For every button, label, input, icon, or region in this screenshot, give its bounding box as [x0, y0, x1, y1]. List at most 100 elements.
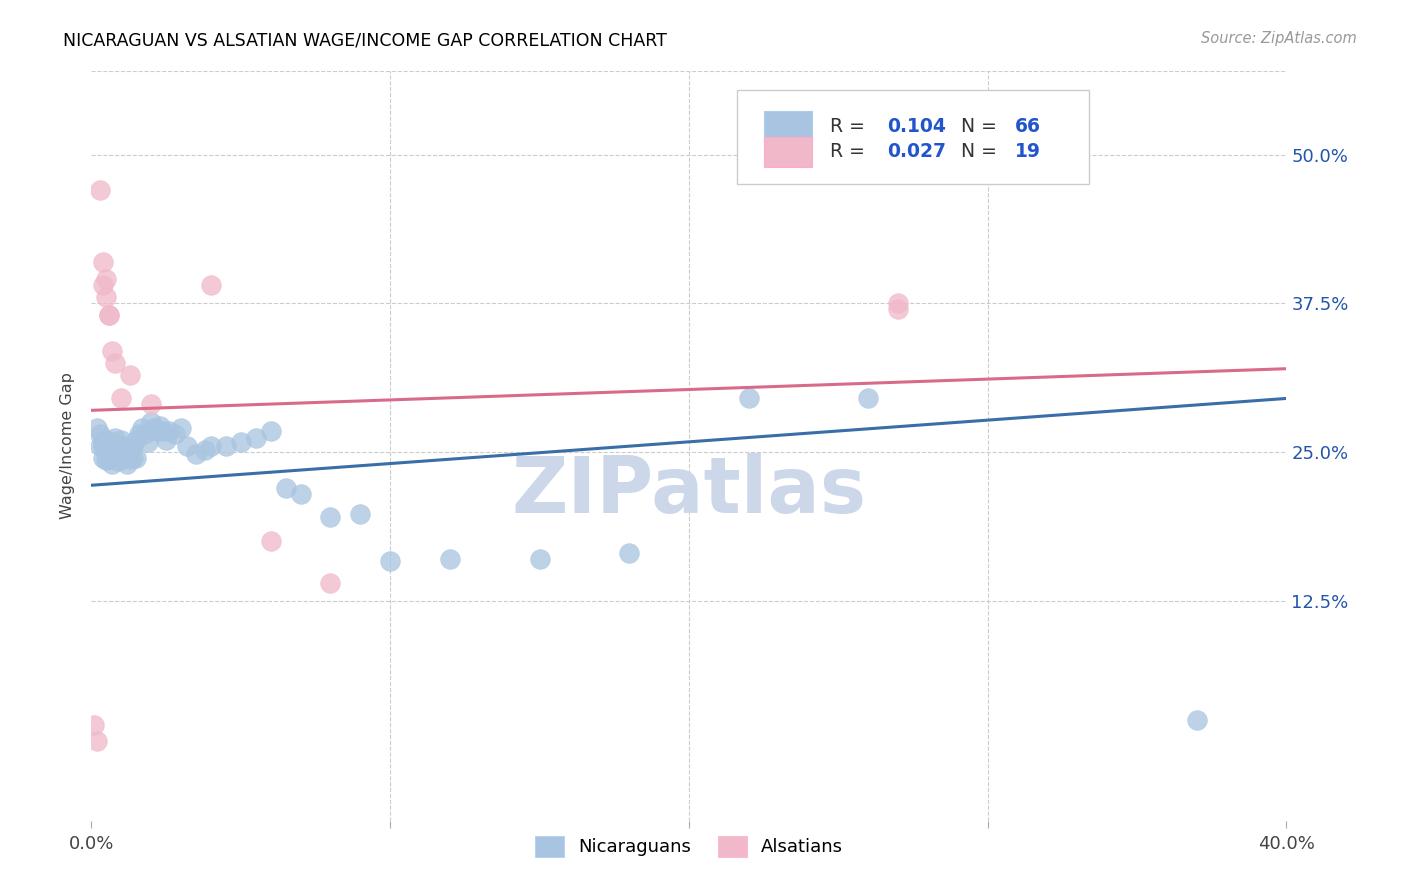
Point [110, 442, 132, 457]
Point [176, 439, 198, 453]
Text: 0.027: 0.027 [887, 142, 946, 161]
Text: ZIPatlas: ZIPatlas [512, 453, 866, 529]
FancyBboxPatch shape [765, 112, 813, 141]
Point [104, 442, 127, 457]
Point [107, 442, 129, 457]
Point [110, 447, 132, 461]
Point [194, 442, 217, 457]
Point [89, 439, 111, 453]
Point [120, 442, 142, 457]
Point [115, 445, 138, 459]
Point [112, 439, 135, 453]
Point [96, 453, 118, 467]
Point [101, 447, 124, 461]
Point [93, 278, 115, 293]
Point [101, 457, 124, 471]
Point [380, 554, 402, 568]
Point [184, 447, 207, 461]
Text: R =: R = [830, 117, 870, 136]
Point [125, 433, 148, 447]
Point [93, 254, 115, 268]
Point [131, 421, 153, 435]
Text: NICARAGUAN VS ALSATIAN WAGE/INCOME GAP CORRELATION CHART: NICARAGUAN VS ALSATIAN WAGE/INCOME GAP C… [63, 31, 666, 49]
Legend: Nicaraguans, Alsatians: Nicaraguans, Alsatians [527, 829, 851, 864]
Point [887, 296, 910, 310]
Point [93, 435, 115, 450]
Point [89, 427, 111, 442]
Text: N =: N = [962, 142, 1004, 161]
Point [98, 442, 121, 457]
Point [290, 486, 312, 500]
Point [143, 421, 166, 435]
Point [619, 546, 641, 560]
Point [98, 452, 121, 467]
Point [107, 438, 129, 452]
Point [122, 439, 145, 453]
Point [200, 439, 222, 453]
Point [274, 481, 297, 495]
Point [110, 433, 132, 447]
Point [134, 427, 156, 442]
Point [319, 510, 342, 524]
Point [86, 421, 108, 435]
Point [83, 718, 105, 732]
Text: N =: N = [962, 117, 1004, 136]
Point [858, 392, 880, 406]
Point [229, 435, 252, 450]
Point [101, 343, 124, 358]
Point [200, 278, 222, 293]
Point [157, 424, 180, 438]
FancyBboxPatch shape [765, 136, 813, 167]
Text: Source: ZipAtlas.com: Source: ZipAtlas.com [1201, 31, 1357, 46]
Point [98, 308, 121, 322]
Point [737, 392, 759, 406]
Point [112, 450, 135, 465]
Point [93, 450, 115, 465]
Point [110, 392, 132, 406]
Point [136, 435, 159, 450]
Point [170, 421, 193, 435]
Point [98, 439, 121, 453]
Point [141, 415, 163, 429]
Point [245, 431, 267, 445]
Text: R =: R = [830, 142, 870, 161]
Point [259, 534, 281, 549]
Text: 19: 19 [1015, 142, 1042, 161]
Point [120, 368, 142, 382]
Point [93, 439, 115, 453]
Point [149, 418, 172, 433]
Point [152, 424, 174, 438]
Point [122, 450, 145, 465]
Point [319, 575, 342, 590]
Point [115, 457, 138, 471]
Y-axis label: Wage/Income Gap: Wage/Income Gap [60, 373, 76, 519]
Point [101, 435, 124, 450]
Point [128, 427, 150, 442]
Point [89, 183, 111, 197]
Point [439, 552, 461, 566]
FancyBboxPatch shape [737, 90, 1090, 184]
Point [107, 454, 129, 468]
Point [529, 552, 551, 566]
Point [96, 290, 118, 304]
Point [163, 427, 186, 442]
Point [104, 431, 127, 445]
Text: 66: 66 [1015, 117, 1042, 136]
Point [141, 397, 163, 411]
Point [259, 424, 281, 438]
Point [887, 302, 910, 317]
Point [155, 433, 177, 447]
Point [125, 450, 148, 465]
Point [96, 272, 118, 286]
Text: 0.104: 0.104 [887, 117, 946, 136]
Point [98, 308, 121, 322]
Point [1185, 713, 1208, 727]
Point [104, 447, 127, 461]
Point [104, 356, 127, 370]
Point [146, 424, 169, 438]
Point [96, 445, 118, 459]
Point [86, 734, 108, 748]
Point [215, 439, 238, 453]
Point [349, 507, 371, 521]
Point [96, 433, 118, 447]
